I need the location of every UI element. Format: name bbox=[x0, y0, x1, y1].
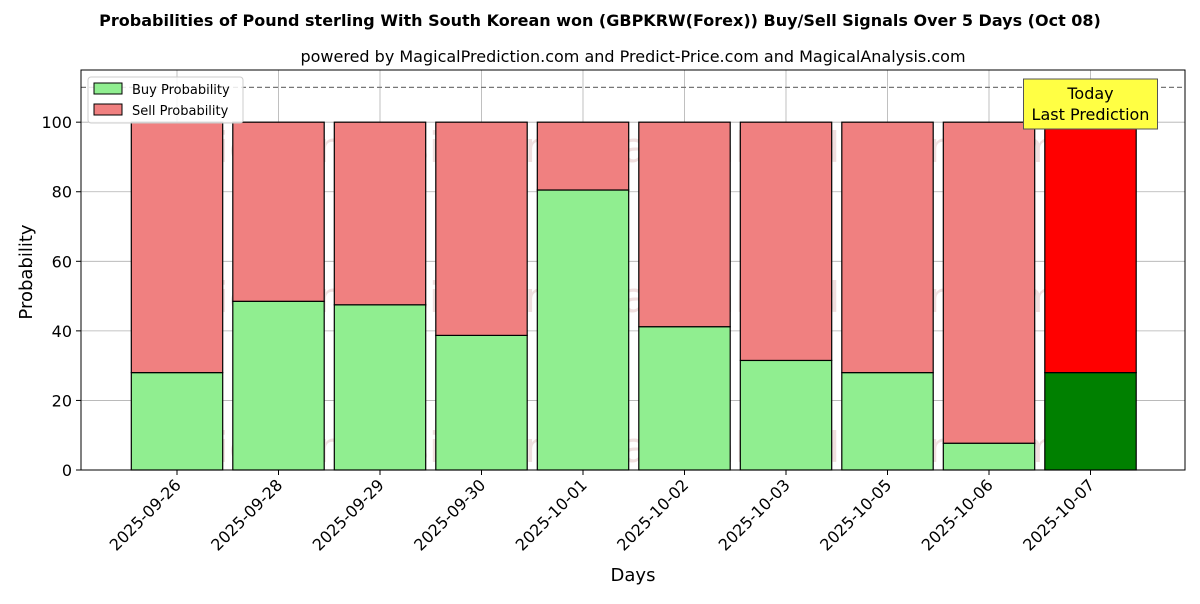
plot-area: MagicalAnalysis.comMagicalPrediction.com… bbox=[41, 69, 1186, 555]
buy-bar bbox=[1044, 372, 1137, 471]
x-tick-label: 2025-09-30 bbox=[410, 475, 489, 554]
x-tick-label: 2025-10-05 bbox=[816, 475, 895, 554]
sell-bar bbox=[130, 121, 224, 374]
x-tick-label: 2025-09-28 bbox=[207, 475, 286, 554]
buy-bar bbox=[942, 442, 1036, 471]
sell-bar bbox=[232, 121, 325, 302]
buy-bar bbox=[536, 189, 630, 471]
buy-bar bbox=[638, 326, 731, 471]
legend-label-sell: Sell Probability bbox=[132, 104, 229, 119]
sell-bar bbox=[333, 121, 427, 306]
sell-bar bbox=[536, 121, 630, 191]
today-annotation: Today Last Prediction bbox=[1023, 78, 1158, 130]
x-tick-label: 2025-09-26 bbox=[106, 475, 185, 554]
x-tick-label: 2025-10-03 bbox=[715, 475, 794, 554]
legend-label-buy: Buy Probability bbox=[132, 83, 230, 98]
plot-frame bbox=[80, 69, 1186, 471]
sell-bar bbox=[1044, 121, 1137, 374]
sell-bar bbox=[841, 121, 934, 374]
legend: Buy Probability Sell Probability bbox=[87, 76, 244, 124]
buy-bar bbox=[232, 300, 325, 471]
y-tick-label: 100 bbox=[41, 113, 72, 132]
sell-bar bbox=[638, 121, 731, 328]
y-tick-label: 80 bbox=[52, 183, 72, 202]
y-tick-label: 20 bbox=[52, 391, 72, 410]
annotation-line-2: Last Prediction bbox=[1032, 105, 1150, 124]
x-tick-label: 2025-10-06 bbox=[918, 475, 997, 554]
legend-swatch-sell bbox=[93, 103, 123, 116]
x-tick-label: 2025-10-02 bbox=[613, 475, 692, 554]
x-axis-label: Days bbox=[611, 565, 656, 586]
buy-bar bbox=[435, 334, 528, 471]
buy-bar bbox=[739, 359, 833, 471]
y-tick-label: 60 bbox=[52, 252, 72, 271]
annotation-box bbox=[1023, 78, 1158, 130]
legend-swatch-buy bbox=[93, 82, 123, 95]
buy-bar bbox=[130, 372, 224, 471]
chart-title: Probabilities of Pound sterling With Sou… bbox=[99, 11, 1101, 30]
x-tick-label: 2025-10-07 bbox=[1019, 475, 1098, 554]
annotation-line-1: Today bbox=[1066, 84, 1113, 103]
x-tick-label: 2025-09-29 bbox=[309, 475, 388, 554]
sell-bar bbox=[739, 121, 833, 362]
sell-bar bbox=[942, 121, 1036, 444]
sell-bar bbox=[435, 121, 528, 336]
legend-box bbox=[87, 76, 244, 124]
buy-bar bbox=[333, 304, 427, 471]
y-tick-label: 40 bbox=[52, 322, 72, 341]
buy-bar bbox=[841, 372, 934, 471]
x-tick-label: 2025-10-01 bbox=[512, 475, 591, 554]
y-tick-label: 0 bbox=[62, 461, 72, 480]
y-axis-label: Probability bbox=[16, 224, 37, 319]
chart-subtitle: powered by MagicalPrediction.com and Pre… bbox=[300, 47, 965, 66]
